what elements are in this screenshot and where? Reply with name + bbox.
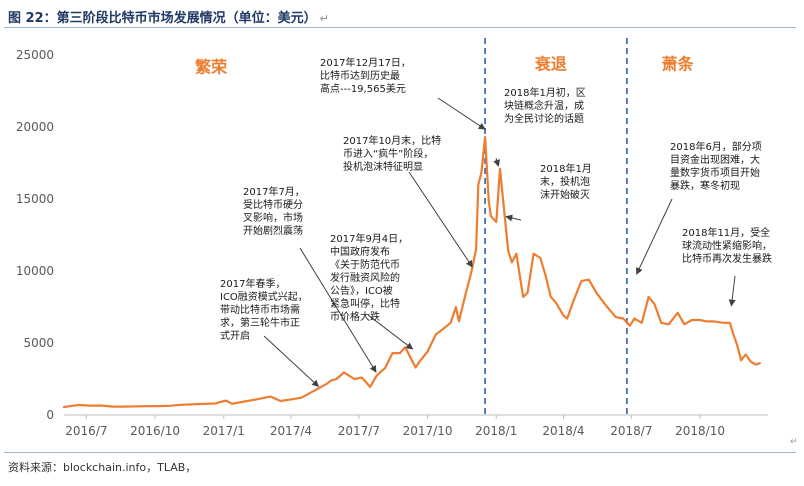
annotation-text-line: 2017年7月， xyxy=(243,185,305,198)
source-note: 资料来源：blockchain.info，TLAB， xyxy=(8,461,197,474)
x-tick-label: 2017/4 xyxy=(270,424,312,438)
annotation-text-line: 为全民讨论的话题 xyxy=(504,112,584,125)
annotation-text-line: 目资金出现困难，大 xyxy=(670,153,760,166)
annotation-text-line: 公告》，ICO被 xyxy=(330,284,393,297)
x-tick-label: 2018/7 xyxy=(610,424,652,438)
annotation-text-line: 2018年1月 xyxy=(540,162,592,175)
annotation-text-line: 比特币再次发生暴跌 xyxy=(682,252,772,265)
annotation-arrow xyxy=(728,275,736,307)
paragraph-mark-icon: ↵ xyxy=(319,12,329,25)
price-series xyxy=(62,135,761,409)
annotation-text-line: 2018年1月初，区 xyxy=(504,86,586,99)
annotation-text-line: 比特币达到历史最 xyxy=(320,70,400,82)
annotation-text-line: 暴跌，寒冬初现 xyxy=(670,179,740,192)
annotation-text-line: 中国政府发布 xyxy=(330,245,390,258)
annotation-text-line: 发行融资风险的 xyxy=(330,271,400,284)
y-tick-label: 20000 xyxy=(16,120,54,134)
annotation-text-line: 2018年11月，受全 xyxy=(682,226,770,239)
annotation-text-line: 2017年春季， xyxy=(220,277,285,290)
annotation-arrow xyxy=(367,314,414,350)
x-tick-label: 2016/10 xyxy=(130,424,180,438)
annotation-text-line: 投机泡沫特征明显 xyxy=(343,160,423,173)
x-tick-label: 2018/10 xyxy=(675,424,725,438)
phase-label: 衰退 xyxy=(534,54,567,73)
bottom-rule xyxy=(4,452,796,453)
annotation-arrow xyxy=(493,157,501,167)
annotation-text-line: 末，投机泡 xyxy=(540,175,590,188)
annotation-arrow xyxy=(263,335,320,387)
annotation-text-line: 币进入“疯牛”阶段， xyxy=(343,147,433,160)
annotation-text-line: 球流动性紧缩影响， xyxy=(682,239,772,252)
annotation-text-line: 《关于防范代币 xyxy=(330,258,400,271)
phase-labels: 繁荣 衰退 萧条 xyxy=(194,54,695,76)
annotation-arrow xyxy=(408,171,473,268)
annotation-arrow xyxy=(636,198,673,275)
phase-dividers xyxy=(484,38,628,415)
x-tick-label: 2016/7 xyxy=(65,424,107,438)
y-tick-label: 10000 xyxy=(16,264,54,278)
phase-label: 萧条 xyxy=(662,54,695,73)
annotation-text-line: 沫开始破灭 xyxy=(540,188,590,201)
annotation-text-line: 2018年6月，部分项 xyxy=(670,140,762,153)
paragraph-mark-icon: ↵ xyxy=(790,437,798,447)
annotation-text-line: 叉影响，市场 xyxy=(243,211,303,224)
axes: 0 5000 10000 15000 20000 25000 2016/7 2016/10 20… xyxy=(16,48,768,438)
y-tick-label: 25000 xyxy=(16,48,54,62)
annotation-text-line: 量数字货币项目开始 xyxy=(670,166,760,179)
annotation-text-line: 紧急叫停，比特 xyxy=(330,297,400,310)
annotation-text-line: 开始剧烈震荡 xyxy=(243,224,303,237)
annotation-text-line: 受比特币硬分 xyxy=(243,199,303,211)
annotation-text-line: 币价格大跌 xyxy=(330,310,380,323)
annotation-text-line: 2017年12月17日， xyxy=(320,56,411,69)
annotation: 2017年9月4日，中国政府发布《关于防范代币发行融资风险的公告》，ICO被紧急… xyxy=(330,232,414,350)
x-tick-label: 2017/7 xyxy=(338,424,380,438)
annotation-text-line: ICO融资模式兴起， xyxy=(220,290,308,303)
annotation-text-line: 式开启 xyxy=(220,329,250,342)
annotation-text-line: 带动比特币市场需 xyxy=(220,303,300,316)
x-tick-label: 2018/4 xyxy=(542,424,584,438)
x-tick-label: 2017/10 xyxy=(403,424,453,438)
y-tick-label: 15000 xyxy=(16,192,54,206)
phase-label: 繁荣 xyxy=(194,57,227,76)
annotation-text-line: 高点---19,565美元 xyxy=(320,82,406,95)
y-tick-label: 5000 xyxy=(23,336,54,350)
figure-title-text: 图 22：第三阶段比特币市场发展情况（单位：美元） xyxy=(8,11,317,26)
top-rule xyxy=(4,27,796,28)
price-series-line xyxy=(62,135,761,409)
x-tick-label: 2017/1 xyxy=(203,424,245,438)
annotation-text-line: 2017年10月末，比特 xyxy=(343,134,441,147)
annotation-text-line: 2017年9月4日， xyxy=(330,232,408,245)
y-tick-label: 0 xyxy=(46,408,54,422)
x-tick-label: 2018/1 xyxy=(475,424,517,438)
annotation-arrow xyxy=(505,214,522,222)
bitcoin-price-line-chart: 0 5000 10000 15000 20000 25000 2016/7 2016/10 20… xyxy=(16,38,772,438)
annotation-arrow xyxy=(299,247,377,373)
annotation-text-line: 块链概念升温，成 xyxy=(504,99,584,112)
annotation-text-line: 求，第三轮牛市正 xyxy=(220,316,300,329)
annotation-arrow xyxy=(437,97,486,130)
figure-title: 图 22：第三阶段比特币市场发展情况（单位：美元） ↵ xyxy=(8,7,329,26)
